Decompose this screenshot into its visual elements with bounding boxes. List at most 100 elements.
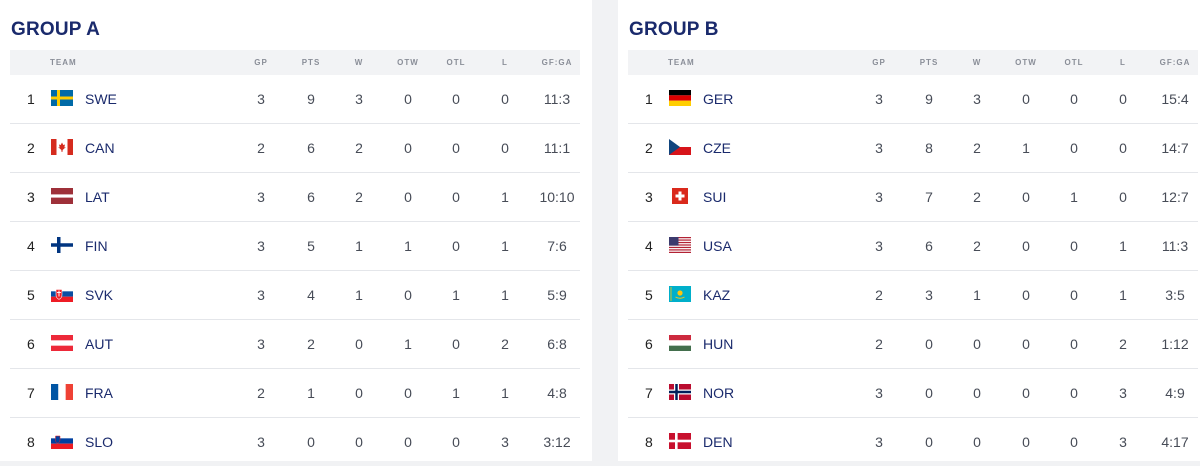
slovakia-flag-icon xyxy=(51,286,73,302)
team-code[interactable]: FIN xyxy=(85,238,108,254)
wins: 0 xyxy=(973,385,981,401)
team-code[interactable]: NOR xyxy=(703,385,735,401)
table-row[interactable]: 8 SLO 3 0 0 0 0 3 3:12 xyxy=(10,418,580,466)
overtime-wins: 1 xyxy=(1022,140,1030,156)
team-code[interactable]: HUN xyxy=(703,336,734,352)
rank: 5 xyxy=(645,287,653,303)
wins: 1 xyxy=(355,238,363,254)
rank: 8 xyxy=(645,434,653,450)
games-played: 2 xyxy=(875,287,883,303)
games-played: 3 xyxy=(257,434,265,450)
losses: 0 xyxy=(1119,91,1127,107)
overtime-losses: 0 xyxy=(1070,140,1078,156)
points: 4 xyxy=(307,287,315,303)
col-otw[interactable]: OTW xyxy=(1015,58,1037,67)
overtime-losses: 0 xyxy=(452,189,460,205)
col-gp[interactable]: GP xyxy=(872,58,886,67)
goals-for-against: 1:12 xyxy=(1161,336,1189,352)
goals-for-against: 4:9 xyxy=(1165,385,1185,401)
points: 5 xyxy=(307,238,315,254)
team-code[interactable]: KAZ xyxy=(703,287,731,303)
rank: 3 xyxy=(27,189,35,205)
losses: 3 xyxy=(1119,385,1127,401)
table-header: TEAM GP PTS W OTW OTL L GF:GA xyxy=(628,50,1198,75)
table-row[interactable]: 3 LAT 3 6 2 0 0 1 10:10 xyxy=(10,173,580,222)
rank: 2 xyxy=(645,140,653,156)
rank: 7 xyxy=(645,385,653,401)
table-row[interactable]: 1 SWE 3 9 3 0 0 0 11:3 xyxy=(10,75,580,124)
points: 0 xyxy=(925,385,933,401)
table-row[interactable]: 6 HUN 2 0 0 0 0 2 1:12 xyxy=(628,320,1198,369)
table-row[interactable]: 4 USA 3 6 2 0 0 1 11:3 xyxy=(628,222,1198,271)
team-code[interactable]: USA xyxy=(703,238,732,254)
team-code[interactable]: FRA xyxy=(85,385,113,401)
team-code[interactable]: DEN xyxy=(703,434,733,450)
team-code[interactable]: SUI xyxy=(703,189,727,205)
table-row[interactable]: 5 KAZ 2 3 1 0 0 1 3:5 xyxy=(628,271,1198,320)
losses: 1 xyxy=(1119,238,1127,254)
goals-for-against: 3:12 xyxy=(543,434,571,450)
col-team[interactable]: TEAM xyxy=(668,58,695,67)
points: 7 xyxy=(925,189,933,205)
overtime-wins: 0 xyxy=(1022,91,1030,107)
slovenia-flag-icon xyxy=(51,433,73,449)
games-played: 2 xyxy=(257,140,265,156)
losses: 1 xyxy=(501,385,509,401)
col-otl[interactable]: OTL xyxy=(1064,58,1084,67)
overtime-wins: 0 xyxy=(404,385,412,401)
group-title: GROUP A xyxy=(11,19,101,40)
overtime-losses: 1 xyxy=(452,287,460,303)
games-played: 3 xyxy=(257,287,265,303)
table-row[interactable]: 4 FIN 3 5 1 1 0 1 7:6 xyxy=(10,222,580,271)
games-played: 2 xyxy=(875,336,883,352)
rank: 1 xyxy=(27,91,35,107)
table-row[interactable]: 8 DEN 3 0 0 0 0 3 4:17 xyxy=(628,418,1198,466)
table-row[interactable]: 2 CAN 2 6 2 0 0 0 11:1 xyxy=(10,124,580,173)
team-code[interactable]: LAT xyxy=(85,189,110,205)
col-gfga[interactable]: GF:GA xyxy=(541,58,573,67)
table-row[interactable]: 2 CZE 3 8 2 1 0 0 14:7 xyxy=(628,124,1198,173)
overtime-wins: 0 xyxy=(404,140,412,156)
team-code[interactable]: SVK xyxy=(85,287,114,303)
wins: 0 xyxy=(355,434,363,450)
overtime-wins: 0 xyxy=(1022,238,1030,254)
col-otl[interactable]: OTL xyxy=(446,58,466,67)
table-row[interactable]: 6 AUT 3 2 0 1 0 2 6:8 xyxy=(10,320,580,369)
goals-for-against: 3:5 xyxy=(1165,287,1185,303)
team-code[interactable]: SLO xyxy=(85,434,114,450)
games-played: 3 xyxy=(875,189,883,205)
losses: 1 xyxy=(501,287,509,303)
overtime-losses: 0 xyxy=(1070,434,1078,450)
col-l[interactable]: L xyxy=(502,58,508,67)
col-gfga[interactable]: GF:GA xyxy=(1159,58,1191,67)
goals-for-against: 10:10 xyxy=(539,189,575,205)
team-code[interactable]: AUT xyxy=(85,336,113,352)
games-played: 3 xyxy=(257,91,265,107)
table-row[interactable]: 1 GER 3 9 3 0 0 0 15:4 xyxy=(628,75,1198,124)
losses: 1 xyxy=(501,189,509,205)
wins: 0 xyxy=(973,336,981,352)
team-code[interactable]: CAN xyxy=(85,140,115,156)
team-code[interactable]: CZE xyxy=(703,140,731,156)
col-team[interactable]: TEAM xyxy=(50,58,77,67)
col-w[interactable]: W xyxy=(972,58,982,67)
rank: 5 xyxy=(27,287,35,303)
team-code[interactable]: GER xyxy=(703,91,734,107)
goals-for-against: 11:3 xyxy=(543,91,571,107)
col-pts[interactable]: PTS xyxy=(919,58,939,67)
points: 0 xyxy=(925,434,933,450)
table-row[interactable]: 3 SUI 3 7 2 0 1 0 12:7 xyxy=(628,173,1198,222)
col-l[interactable]: L xyxy=(1120,58,1126,67)
points: 0 xyxy=(925,336,933,352)
col-otw[interactable]: OTW xyxy=(397,58,419,67)
col-pts[interactable]: PTS xyxy=(301,58,321,67)
table-row[interactable]: 5 SVK 3 4 1 0 1 1 5:9 xyxy=(10,271,580,320)
team-code[interactable]: SWE xyxy=(85,91,117,107)
table-row[interactable]: 7 NOR 3 0 0 0 0 3 4:9 xyxy=(628,369,1198,418)
col-gp[interactable]: GP xyxy=(254,58,268,67)
col-w[interactable]: W xyxy=(354,58,364,67)
losses: 0 xyxy=(501,91,509,107)
overtime-losses: 0 xyxy=(1070,238,1078,254)
wins: 3 xyxy=(355,91,363,107)
table-row[interactable]: 7 FRA 2 1 0 0 1 1 4:8 xyxy=(10,369,580,418)
